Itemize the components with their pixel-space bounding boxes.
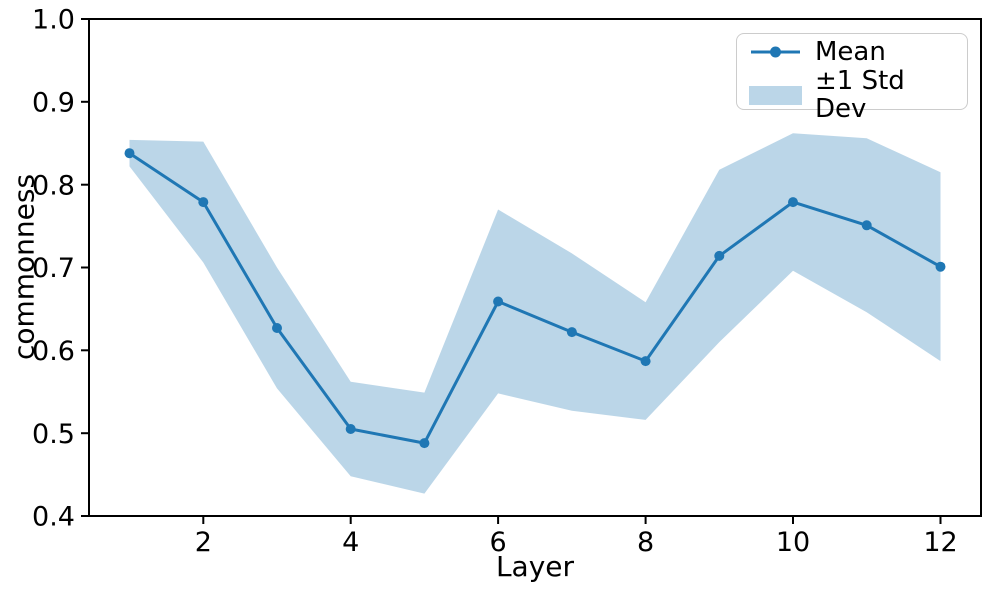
x-tick-label: 4: [342, 527, 359, 558]
data-point-marker: [124, 148, 135, 159]
y-tick-label: 0.9: [32, 88, 75, 119]
legend: Mean ±1 Std Dev: [736, 33, 968, 124]
y-tick-label: 0.7: [32, 253, 75, 284]
std-band-swatch-icon: [749, 85, 802, 105]
x-tick-label: 12: [923, 527, 957, 558]
data-point-marker: [493, 296, 504, 307]
std-dev-band: [129, 133, 941, 494]
data-point-marker: [345, 424, 356, 434]
data-point-marker: [788, 197, 798, 208]
y-tick-label: 0.8: [32, 170, 75, 201]
x-tick-label: 2: [195, 527, 212, 558]
y-tick-label: 1.0: [32, 5, 75, 36]
legend-label-std: ±1 Std Dev: [815, 65, 905, 125]
y-tick-label: 0.5: [32, 419, 75, 450]
data-point-marker: [640, 356, 651, 367]
x-tick-label: 6: [490, 527, 507, 558]
data-point-marker: [861, 220, 872, 231]
x-tick-label: 10: [776, 527, 810, 558]
x-axis-label: Layer: [495, 550, 575, 583]
data-point-marker: [714, 250, 725, 261]
y-tick-label: 0.4: [32, 502, 75, 533]
data-point-marker: [935, 261, 946, 272]
y-tick-label: 0.6: [32, 336, 75, 367]
data-point-marker: [198, 197, 209, 208]
data-point-marker: [272, 323, 282, 333]
legend-entry-mean: Mean: [749, 38, 955, 67]
legend-label-mean: Mean: [815, 37, 886, 67]
data-point-marker: [419, 438, 430, 449]
mean-line: [128, 151, 942, 445]
data-point-marker: [566, 327, 577, 338]
y-axis-label: commonness: [7, 173, 41, 361]
plot-border: [88, 18, 982, 517]
mean-line-sample-icon: [751, 46, 800, 58]
x-tick-label: 8: [637, 527, 654, 558]
legend-entry-std: ±1 Std Dev: [749, 65, 955, 125]
